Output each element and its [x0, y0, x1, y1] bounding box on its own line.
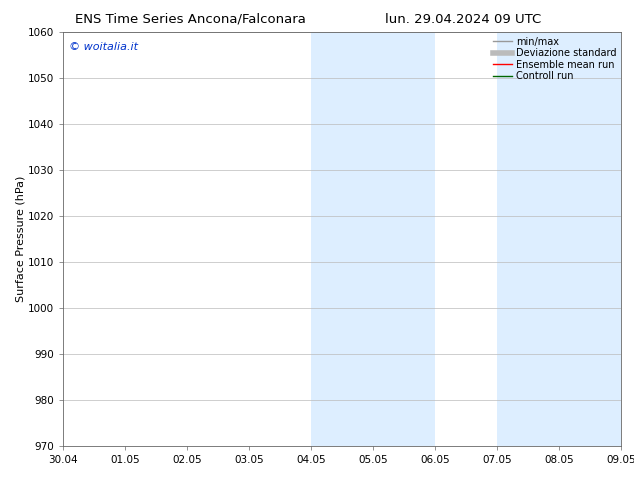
- Text: lun. 29.04.2024 09 UTC: lun. 29.04.2024 09 UTC: [385, 13, 541, 26]
- Legend: min/max, Deviazione standard, Ensemble mean run, Controll run: min/max, Deviazione standard, Ensemble m…: [491, 35, 618, 83]
- Bar: [311, 32, 373, 446]
- Bar: [559, 32, 621, 446]
- Text: ENS Time Series Ancona/Falconara: ENS Time Series Ancona/Falconara: [75, 13, 306, 26]
- Y-axis label: Surface Pressure (hPa): Surface Pressure (hPa): [15, 176, 25, 302]
- Bar: [373, 32, 436, 446]
- Text: © woitalia.it: © woitalia.it: [69, 42, 138, 52]
- Bar: [497, 32, 559, 446]
